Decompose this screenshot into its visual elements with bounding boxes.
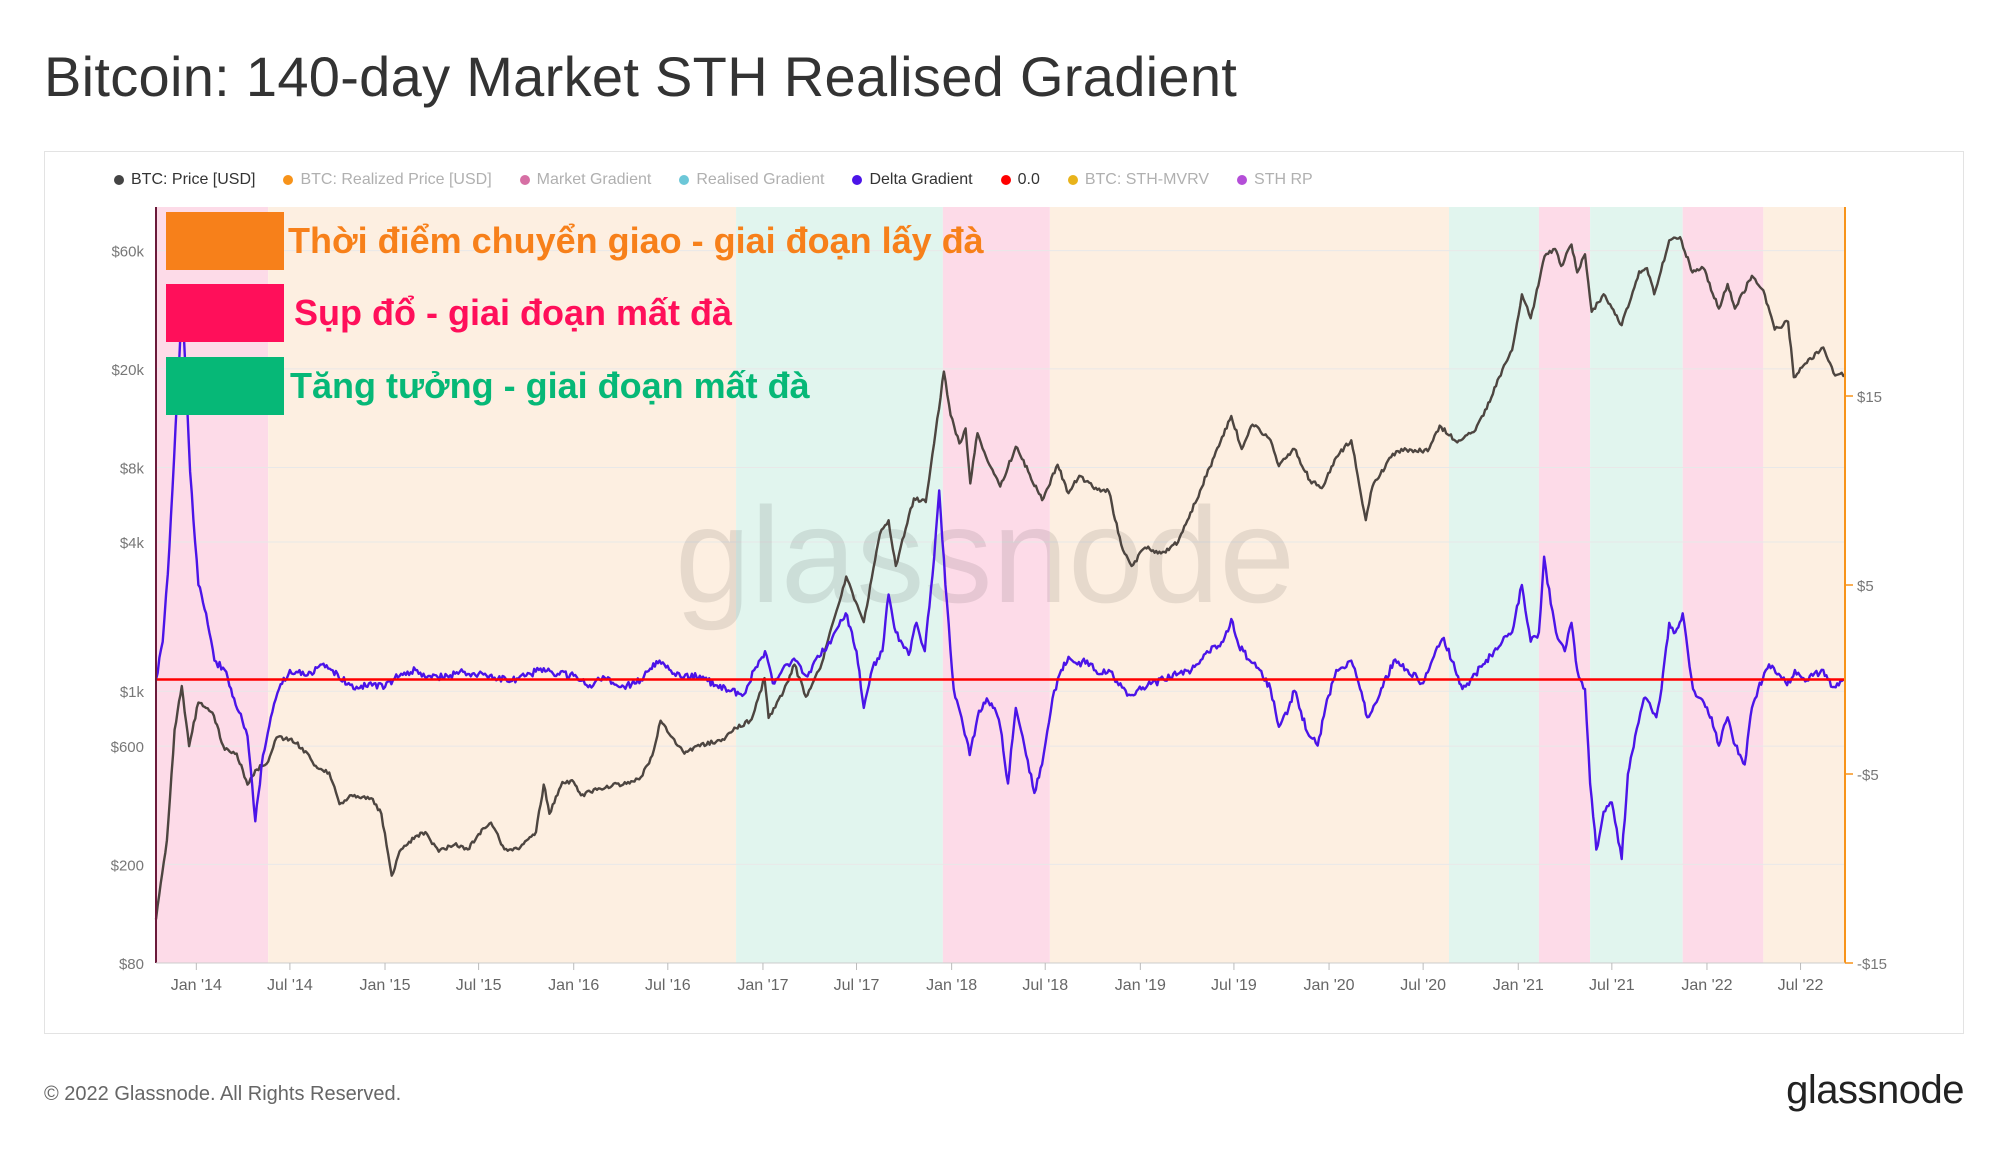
footer-logo: glassnode: [1786, 1068, 1964, 1112]
x-tick-label: Jul '14: [267, 977, 313, 994]
y-right-tick-label: -$5: [1857, 767, 1879, 784]
phase-band-collapse: [1538, 207, 1591, 963]
annotation-text-transition: Thời điểm chuyển giao - giai đoạn lấy đà: [288, 220, 984, 261]
x-tick-label: Jul '18: [1022, 977, 1068, 994]
y-left-tick-label: $4k: [120, 535, 145, 552]
x-tick-label: Jul '16: [645, 977, 691, 994]
legend-item[interactable]: Market Gradient: [519, 171, 652, 189]
x-tick-label: Jul '19: [1211, 977, 1257, 994]
x-tick-label: Jan '21: [1493, 977, 1544, 994]
y-left-tick-label: $80: [119, 956, 144, 973]
x-tick-label: Jan '19: [1115, 977, 1166, 994]
legend-item[interactable]: BTC: Price [USD]: [114, 171, 255, 189]
legend-dot-icon: [1067, 175, 1078, 185]
legend-item[interactable]: BTC: Realized Price [USD]: [283, 171, 492, 189]
phase-band-transition: [268, 207, 737, 963]
legend-dot-icon: [679, 175, 690, 185]
phase-band-transition: [1763, 207, 1845, 963]
page-title: Bitcoin: 140-day Market STH Realised Gra…: [44, 45, 1238, 108]
legend-label: BTC: Price [USD]: [131, 171, 256, 188]
annotation-swatch-growth: [166, 357, 284, 415]
series-lines: [154, 236, 1846, 920]
legend-item[interactable]: BTC: STH-MVRV: [1067, 171, 1210, 189]
annotation-text-growth: Tăng tưởng - giai đoạn mất đà: [290, 365, 810, 406]
btc-price-line: [154, 236, 1846, 920]
legend-item[interactable]: 0.0: [1000, 171, 1040, 189]
legend-dot-icon: [1237, 175, 1248, 185]
x-tick-label: Jul '21: [1589, 977, 1635, 994]
legend-label: BTC: Realized Price [USD]: [300, 171, 492, 188]
legend-item[interactable]: Delta Gradient: [852, 171, 973, 189]
y-right-tick-label: -$15: [1857, 956, 1887, 973]
axes: $80 $200 $600 $1k $4k $8k $20k $60k -$15 -$5 $5 $15…: [111, 207, 1887, 994]
x-tick-label: Jan '15: [359, 977, 410, 994]
chart-frame: [44, 151, 1964, 1034]
annotation-growth: Tăng tưởng - giai đoạn mất đà: [166, 357, 810, 415]
phase-band-collapse: [942, 207, 1050, 963]
annotation-transition: Thời điểm chuyển giao - giai đoạn lấy đà: [166, 212, 984, 270]
phase-band-growth: [736, 207, 943, 963]
delta-gradient-line: [154, 300, 1846, 861]
x-tick-label: Jul '17: [834, 977, 880, 994]
legend-item[interactable]: STH RP: [1237, 171, 1313, 189]
phase-band-growth: [1590, 207, 1683, 963]
annotation-text-collapse: Sụp đổ - giai đoạn mất đà: [294, 292, 733, 333]
y-left-tick-label: $8k: [120, 460, 145, 477]
y-left-tick-label: $200: [111, 857, 144, 874]
y-left-tick-label: $1k: [120, 684, 145, 701]
x-tick-label: Jan '14: [171, 977, 222, 994]
x-tick-label: Jul '22: [1778, 977, 1824, 994]
legend-label: Realised Gradient: [696, 171, 825, 188]
legend-label: 0.0: [1017, 171, 1040, 188]
legend-dot-icon: [852, 175, 863, 185]
legend-label: BTC: STH-MVRV: [1084, 171, 1210, 188]
x-tick-label: Jan '22: [1681, 977, 1732, 994]
chart-legend: BTC: Price [USD] BTC: Realized Price [USD…: [114, 168, 1313, 192]
legend-item[interactable]: Realised Gradient: [679, 171, 824, 189]
legend-dot-icon: [519, 175, 530, 185]
phase-band-growth: [1448, 207, 1539, 963]
legend-dot-icon: [114, 175, 124, 185]
x-tick-label: Jul '20: [1400, 977, 1446, 994]
phase-band-collapse: [1682, 207, 1764, 963]
x-tick-label: Jan '20: [1303, 977, 1354, 994]
legend-label: Delta Gradient: [869, 171, 973, 188]
x-tick-label: Jul '15: [456, 977, 502, 994]
x-tick-label: Jan '17: [737, 977, 788, 994]
phase-band-transition: [1049, 207, 1449, 963]
annotation-swatch-collapse: [166, 284, 284, 342]
legend-label: STH RP: [1254, 171, 1313, 188]
glassnode-watermark: glassnode: [675, 479, 1295, 631]
annotation-swatch-transition: [166, 212, 284, 270]
x-tick-label: Jan '18: [926, 977, 977, 994]
legend-dot-icon: [283, 175, 294, 185]
y-left-tick-label: $600: [111, 739, 144, 756]
x-tick-label: Jan '16: [548, 977, 599, 994]
y-left-tick-label: $20k: [111, 362, 144, 379]
y-left-tick-label: $60k: [111, 244, 144, 261]
legend-label: Market Gradient: [536, 171, 652, 188]
footer-copyright: © 2022 Glassnode. All Rights Reserved.: [44, 1083, 402, 1105]
legend-dot-icon: [1000, 175, 1011, 185]
y-right-tick-label: $15: [1857, 389, 1882, 406]
y-right-tick-label: $5: [1857, 578, 1874, 595]
annotation-collapse: Sụp đổ - giai đoạn mất đà: [166, 284, 732, 342]
